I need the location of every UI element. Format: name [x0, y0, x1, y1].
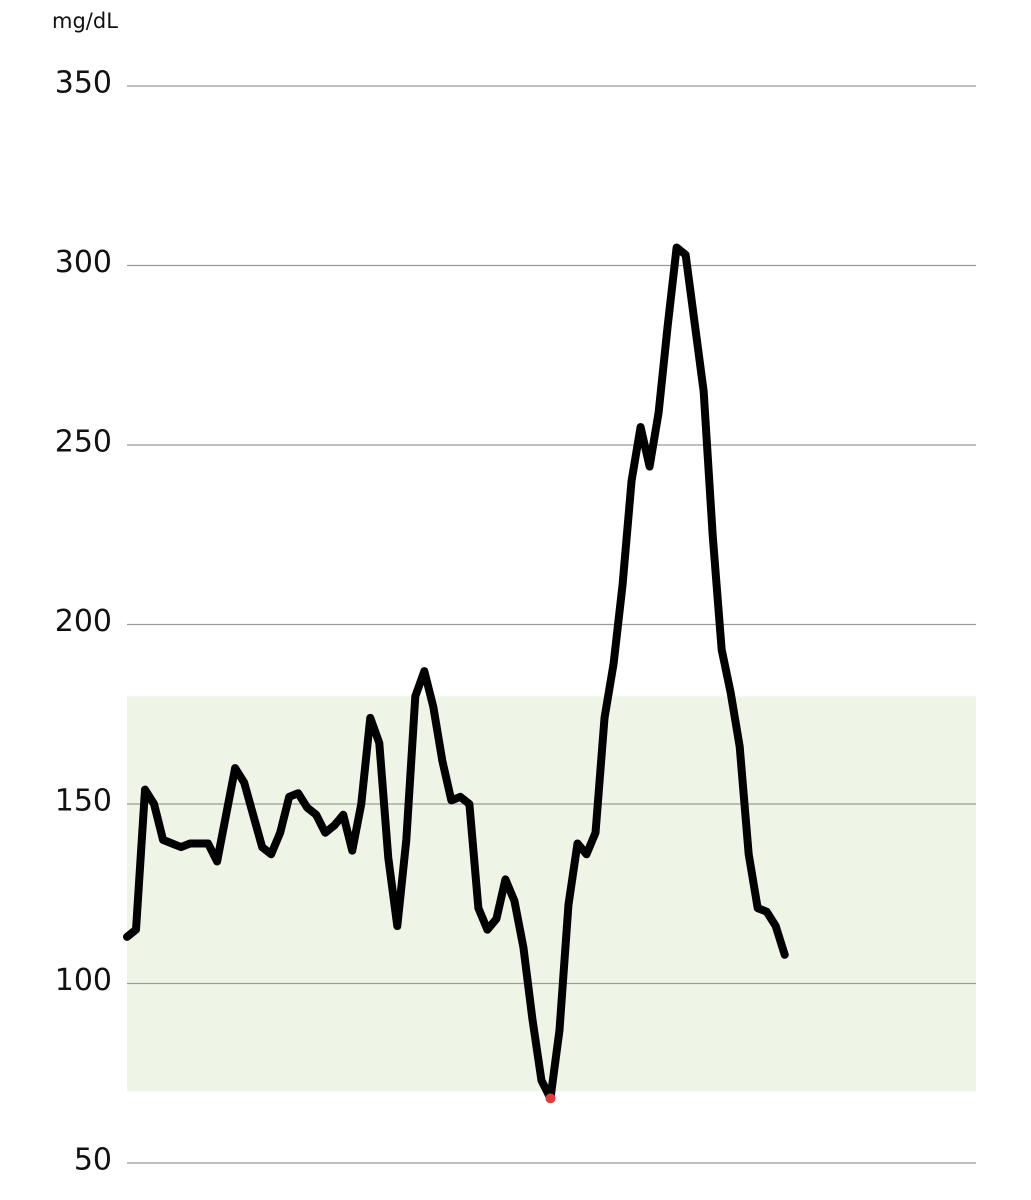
low-point [545, 1093, 556, 1104]
y-tick-label: 100 [55, 963, 112, 998]
y-tick-label: 150 [55, 784, 112, 819]
y-tick-label: 250 [55, 425, 112, 460]
y-axis-unit: mg/dL [52, 9, 118, 33]
target-range-band [127, 696, 976, 1092]
y-tick-label: 300 [55, 245, 112, 280]
y-tick-label: 50 [74, 1143, 112, 1178]
y-tick-label: 200 [55, 604, 112, 639]
glucose-line [123, 243, 789, 1103]
y-tick-label: 350 [55, 66, 112, 101]
